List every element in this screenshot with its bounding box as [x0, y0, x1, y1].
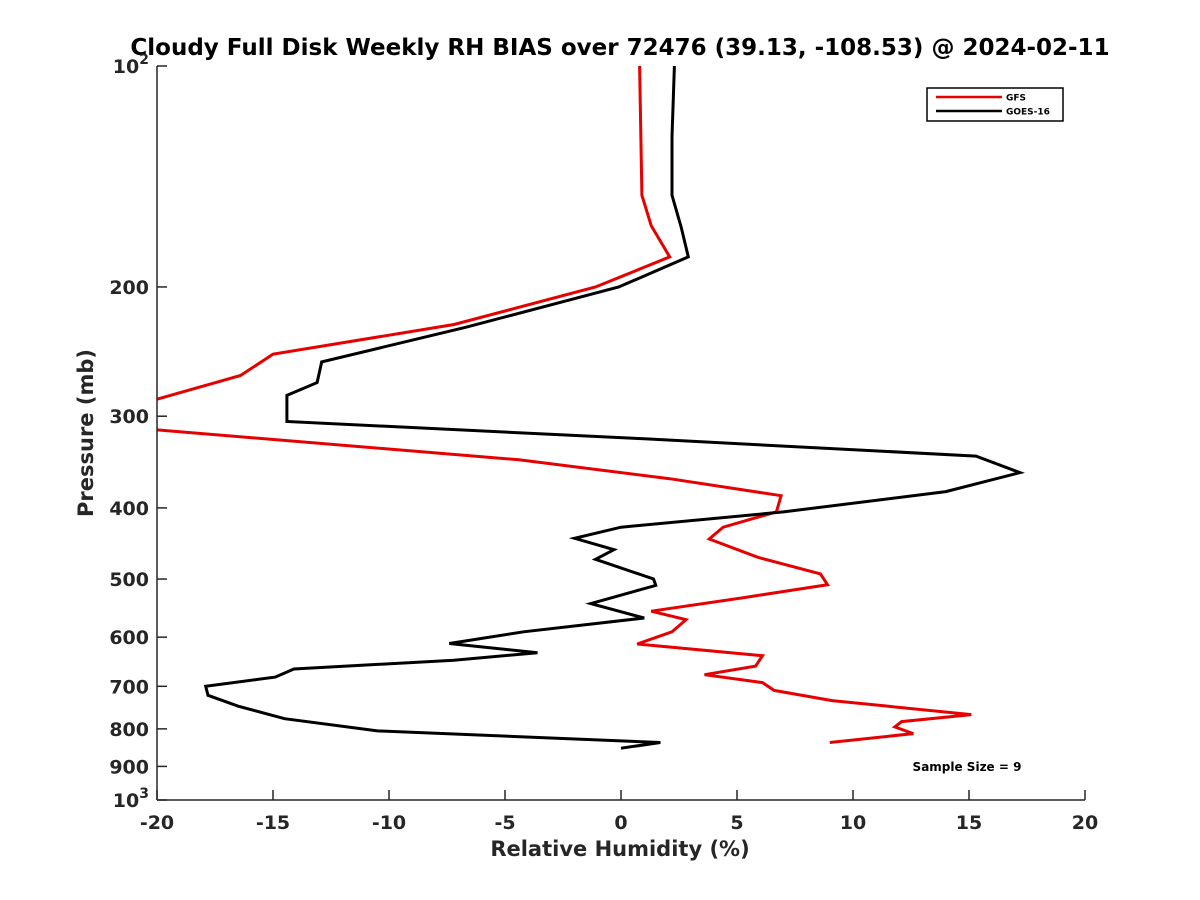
x-tick-label: -15	[256, 812, 290, 834]
y-tick-label: 500	[109, 569, 149, 591]
series-layer	[157, 66, 1025, 750]
x-tick-label: 0	[614, 812, 627, 834]
axes-layer: -20 -15 -10 -5 0 5 10 15 20 102 200 300 400 500 600 700…	[109, 52, 1098, 834]
x-tick-label: -10	[372, 812, 406, 834]
legend-label-goes-16: GOES-16	[1006, 108, 1050, 118]
y-tick-label: 800	[109, 719, 149, 741]
series-line-goes-16	[203, 66, 1025, 750]
legend-box	[926, 87, 1064, 122]
sample-size-annotation: Sample Size = 9	[913, 760, 1022, 774]
y-tick-label: 102	[113, 52, 149, 78]
series-line-gfs	[157, 66, 972, 744]
y-tick-label: 400	[109, 498, 149, 520]
y-tick-label: 700	[109, 676, 149, 698]
y-tick-label: 103	[113, 786, 149, 812]
legend: GFS GOES-16	[926, 87, 1064, 122]
x-tick-label: 15	[956, 812, 982, 834]
y-tick-label: 300	[109, 406, 149, 428]
y-tick-label: 900	[109, 756, 149, 778]
y-tick-label: 200	[109, 277, 149, 299]
x-tick-label: 5	[730, 812, 743, 834]
x-tick-label: -5	[494, 812, 515, 834]
y-axis-label: Pressure (mb)	[74, 349, 98, 517]
y-tick-label: 600	[109, 627, 149, 649]
legend-label-gfs: GFS	[1006, 94, 1026, 104]
x-axis-label: Relative Humidity (%)	[490, 837, 749, 861]
x-tick-label: -20	[140, 812, 174, 834]
x-tick-label: 20	[1072, 812, 1098, 834]
x-tick-label: 10	[840, 812, 866, 834]
chart-title: Cloudy Full Disk Weekly RH BIAS over 724…	[130, 35, 1109, 61]
